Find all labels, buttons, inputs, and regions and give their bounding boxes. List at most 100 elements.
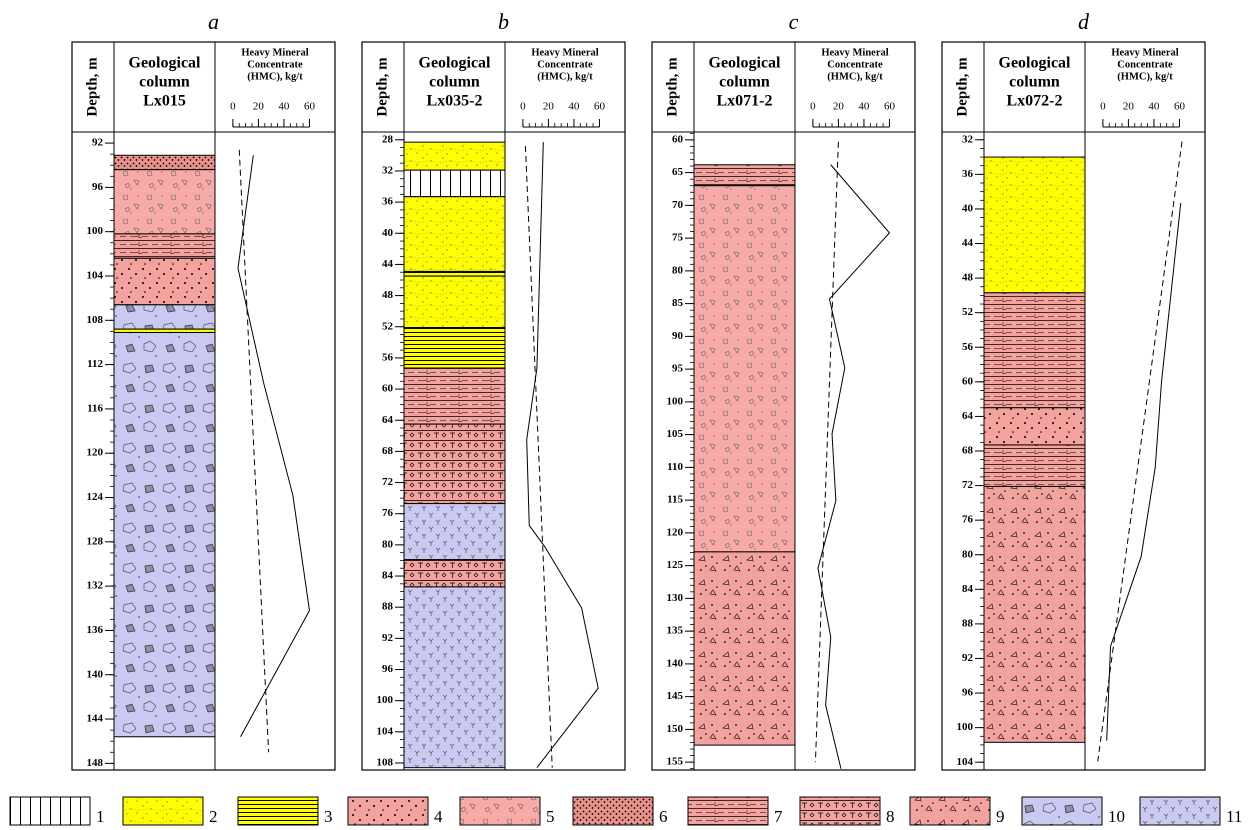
legend-swatch bbox=[348, 797, 428, 825]
lithology-layer bbox=[694, 165, 795, 186]
depth-tick-label: 145 bbox=[667, 690, 684, 702]
lithology-layer bbox=[984, 486, 1085, 742]
depth-tick-label: 110 bbox=[667, 461, 683, 473]
depth-tick-label: 44 bbox=[962, 237, 974, 249]
hmc-line bbox=[527, 142, 598, 768]
lithology-layer bbox=[114, 332, 215, 736]
hmc-tick-label: 60 bbox=[1174, 101, 1186, 113]
legend-label: 5 bbox=[546, 807, 555, 826]
hmc-tick-label: 40 bbox=[1148, 101, 1160, 113]
lithology-layer bbox=[404, 276, 505, 327]
lithology-layer bbox=[404, 142, 505, 170]
panel-label: a bbox=[208, 9, 219, 34]
depth-tick-label: 48 bbox=[382, 289, 394, 301]
hmc-tick-label: 0 bbox=[1100, 101, 1106, 113]
legend-label: 11 bbox=[1226, 807, 1242, 826]
depth-tick-label: 32 bbox=[962, 133, 974, 145]
legend-swatch bbox=[460, 797, 540, 825]
depth-tick-label: 140 bbox=[667, 657, 684, 669]
depth-tick-label: 80 bbox=[962, 548, 974, 560]
legend-swatch bbox=[573, 797, 653, 825]
hmc-line bbox=[1107, 203, 1181, 741]
legend-swatch bbox=[10, 797, 90, 825]
legend-label: 9 bbox=[996, 807, 1005, 826]
column-title: column bbox=[719, 74, 770, 91]
depth-tick-label: 92 bbox=[962, 652, 974, 664]
lithology-layer bbox=[984, 408, 1085, 445]
column-title: Lx035-2 bbox=[427, 93, 483, 110]
depth-tick-label: 100 bbox=[377, 694, 394, 706]
trend-line bbox=[239, 150, 268, 753]
lithology-layer bbox=[404, 424, 505, 503]
panel-label: b bbox=[498, 9, 509, 34]
depth-tick-label: 85 bbox=[672, 297, 684, 309]
depth-tick-label: 104 bbox=[957, 756, 974, 768]
depth-tick-label: 48 bbox=[962, 272, 974, 284]
lithology-layer bbox=[114, 155, 215, 169]
depth-tick-label: 140 bbox=[87, 668, 104, 680]
depth-tick-label: 90 bbox=[672, 330, 684, 342]
column-title: Geological bbox=[129, 55, 202, 72]
depth-tick-label: 40 bbox=[382, 227, 394, 239]
depth-axis-title: Depth, m bbox=[954, 57, 970, 117]
depth-tick-label: 40 bbox=[962, 202, 974, 214]
hmc-title: Concentrate bbox=[1117, 59, 1173, 70]
hmc-tick-label: 0 bbox=[230, 101, 236, 113]
legend-swatch bbox=[123, 797, 203, 825]
column-title: column bbox=[429, 74, 480, 91]
depth-tick-label: 104 bbox=[87, 270, 104, 282]
hmc-tick-label: 60 bbox=[304, 101, 316, 113]
legend-label: 7 bbox=[774, 807, 783, 826]
legend-swatch bbox=[910, 797, 990, 825]
hmc-title: Heavy Mineral bbox=[531, 47, 598, 58]
column-title: Geological bbox=[419, 55, 492, 72]
depth-tick-label: 60 bbox=[962, 375, 974, 387]
hmc-line bbox=[818, 165, 889, 769]
trend-line bbox=[525, 146, 552, 768]
legend-label: 1 bbox=[96, 807, 105, 826]
hmc-title: (HMC), kg/t bbox=[1117, 71, 1173, 82]
hmc-title: (HMC), kg/t bbox=[247, 71, 303, 82]
depth-tick-label: 100 bbox=[957, 721, 974, 733]
hmc-title: Heavy Mineral bbox=[241, 47, 308, 58]
column-title: column bbox=[139, 74, 190, 91]
column-title: Lx072-2 bbox=[1007, 93, 1063, 110]
hmc-tick-label: 0 bbox=[810, 101, 816, 113]
depth-tick-label: 52 bbox=[382, 320, 394, 332]
legend-label: 3 bbox=[324, 807, 333, 826]
hmc-tick-label: 20 bbox=[833, 101, 845, 113]
lithology-layer bbox=[114, 305, 215, 329]
hmc-title: Concentrate bbox=[247, 59, 303, 70]
depth-tick-label: 108 bbox=[377, 757, 394, 769]
depth-tick-label: 88 bbox=[382, 601, 394, 613]
depth-axis-title: Depth, m bbox=[374, 57, 390, 117]
depth-tick-label: 96 bbox=[962, 687, 974, 699]
depth-tick-label: 88 bbox=[962, 617, 974, 629]
depth-tick-label: 150 bbox=[667, 723, 684, 735]
depth-tick-label: 64 bbox=[382, 414, 394, 426]
depth-tick-label: 132 bbox=[87, 580, 104, 592]
depth-tick-label: 44 bbox=[382, 258, 394, 270]
lithology-layer bbox=[114, 258, 215, 305]
lithology-layer bbox=[984, 293, 1085, 408]
lithology-layer bbox=[404, 170, 505, 196]
depth-tick-label: 135 bbox=[667, 625, 684, 637]
hmc-tick-label: 0 bbox=[520, 101, 526, 113]
depth-tick-label: 95 bbox=[672, 363, 684, 375]
depth-tick-label: 92 bbox=[92, 137, 104, 149]
depth-tick-label: 65 bbox=[672, 166, 684, 178]
lithology-layer bbox=[404, 504, 505, 560]
depth-tick-label: 92 bbox=[382, 632, 394, 644]
depth-tick-label: 96 bbox=[382, 663, 394, 675]
lithology-layer bbox=[694, 552, 795, 745]
legend-label: 4 bbox=[434, 807, 443, 826]
lithology-layer bbox=[404, 197, 505, 272]
hmc-tick-label: 60 bbox=[594, 101, 606, 113]
trend-line bbox=[815, 142, 838, 762]
column-title: column bbox=[1009, 74, 1060, 91]
depth-tick-label: 104 bbox=[377, 725, 394, 737]
depth-tick-label: 130 bbox=[667, 592, 684, 604]
legend-label: 6 bbox=[659, 807, 668, 826]
depth-tick-label: 36 bbox=[962, 168, 974, 180]
depth-axis-title: Depth, m bbox=[664, 57, 680, 117]
